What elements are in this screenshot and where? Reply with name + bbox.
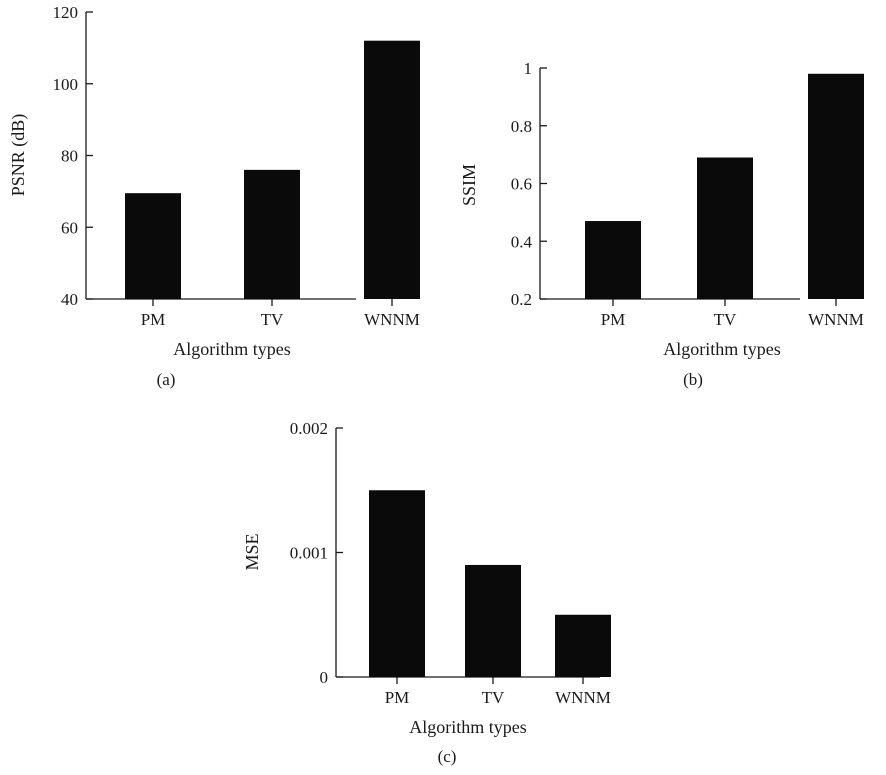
x-tick-label: PM [601,310,626,329]
bar-tv [697,157,753,299]
bar-wnnm [364,40,420,299]
x-tick-label: TV [261,310,284,329]
x-axis-title: Algorithm types [663,339,781,359]
y-tick-label: 0.002 [290,419,328,438]
bar-pm [125,193,181,299]
bar-tv [244,169,300,299]
x-tick-label: TV [714,310,737,329]
x-tick-label: WNNM [364,310,420,329]
y-tick-label: 100 [53,75,79,94]
x-tick-label: TV [482,688,505,707]
bar-wnnm [555,614,611,677]
y-tick-label: 0.8 [511,117,532,136]
x-axis-title: Algorithm types [409,717,527,737]
y-tick-label: 60 [61,218,78,237]
panel-label: (a) [157,370,176,389]
y-tick-label: 80 [61,147,78,166]
chart-panel-a: 40 60 80 100 120 PM TV WNNM Algorithm types PSNR … [8,3,420,389]
y-tick-label: 0.4 [511,232,533,251]
bar-wnnm [808,73,864,300]
bar-tv [465,564,521,677]
y-tick-label: 120 [53,3,79,22]
chart-panel-b: 0.2 0.4 0.6 0.8 1 PM TV WNNM Algorithm types SSIM… [459,59,864,389]
y-tick-label: 0.001 [290,544,328,563]
x-axis-title: Algorithm types [173,339,291,359]
x-tick-label: WNNM [808,310,864,329]
x-tick-label: WNNM [555,688,611,707]
y-tick-label: 0.6 [511,175,532,194]
bar-pm [585,221,641,299]
y-axis-title: PSNR (dB) [8,114,29,197]
y-axis-title: SSIM [459,164,479,206]
y-tick-label: 1 [524,59,533,78]
x-tick-label: PM [141,310,166,329]
y-tick-label: 40 [61,290,78,309]
y-tick-label: 0 [320,668,329,687]
x-tick-label: PM [385,688,410,707]
panel-label: (c) [438,747,457,766]
chart-panel-c: 0 0.001 0.002 PM TV WNNM Algorithm types MSE (c) [242,419,611,766]
panel-label: (b) [683,370,703,389]
bar-pm [369,490,425,677]
y-axis-title: MSE [242,533,262,570]
y-tick-label: 0.2 [511,290,532,309]
